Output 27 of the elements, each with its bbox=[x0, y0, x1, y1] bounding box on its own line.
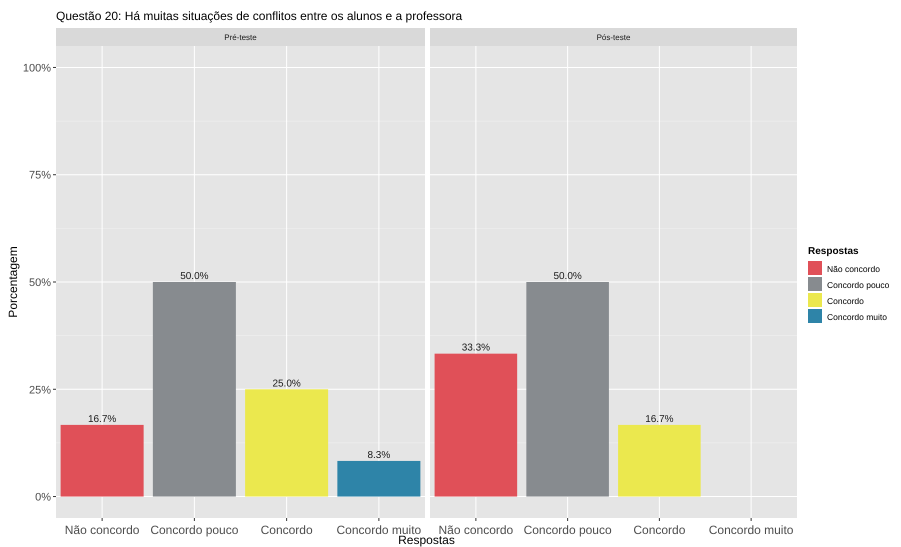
chart-subtitle: Pós-teste bbox=[596, 33, 631, 42]
data-label: 50.0% bbox=[180, 271, 209, 282]
chart-subtitle: Pré-teste bbox=[224, 33, 258, 42]
data-label: 16.7% bbox=[88, 414, 116, 425]
x-tick-label: Concordo pouco bbox=[150, 523, 239, 537]
data-label: 50.0% bbox=[553, 271, 582, 282]
legend-label: Não concordo bbox=[827, 264, 880, 274]
y-tick-label: 75% bbox=[28, 170, 52, 182]
data-label: 16.7% bbox=[645, 414, 674, 425]
y-tick-label: 50% bbox=[28, 277, 52, 289]
chart-title: Questão 20: Há muitas situações de conflitos entre os alunos e a professora bbox=[56, 9, 463, 23]
y-tick-label: 25% bbox=[28, 384, 52, 396]
legend-title: Respostas bbox=[808, 246, 860, 257]
x-tick-label: Concordo bbox=[260, 523, 313, 537]
x-tick-label: Concordo bbox=[633, 523, 686, 537]
x-tick-label: Concordo pouco bbox=[524, 523, 612, 537]
data-label: 8.3% bbox=[367, 450, 390, 461]
x-tick-label: Não concordo bbox=[64, 523, 140, 537]
legend-label: Concordo muito bbox=[827, 312, 888, 322]
legend-label: Concordo bbox=[827, 296, 864, 306]
x-tick-label: Concordo muito bbox=[708, 523, 794, 537]
y-axis-title: Porcentagem bbox=[6, 246, 20, 318]
data-label: 25.0% bbox=[272, 378, 301, 390]
y-tick-label: 0% bbox=[35, 492, 52, 504]
y-tick-label: 100% bbox=[22, 62, 52, 74]
legend-label: Concordo pouco bbox=[827, 280, 890, 290]
data-label: 33.3% bbox=[462, 342, 490, 354]
